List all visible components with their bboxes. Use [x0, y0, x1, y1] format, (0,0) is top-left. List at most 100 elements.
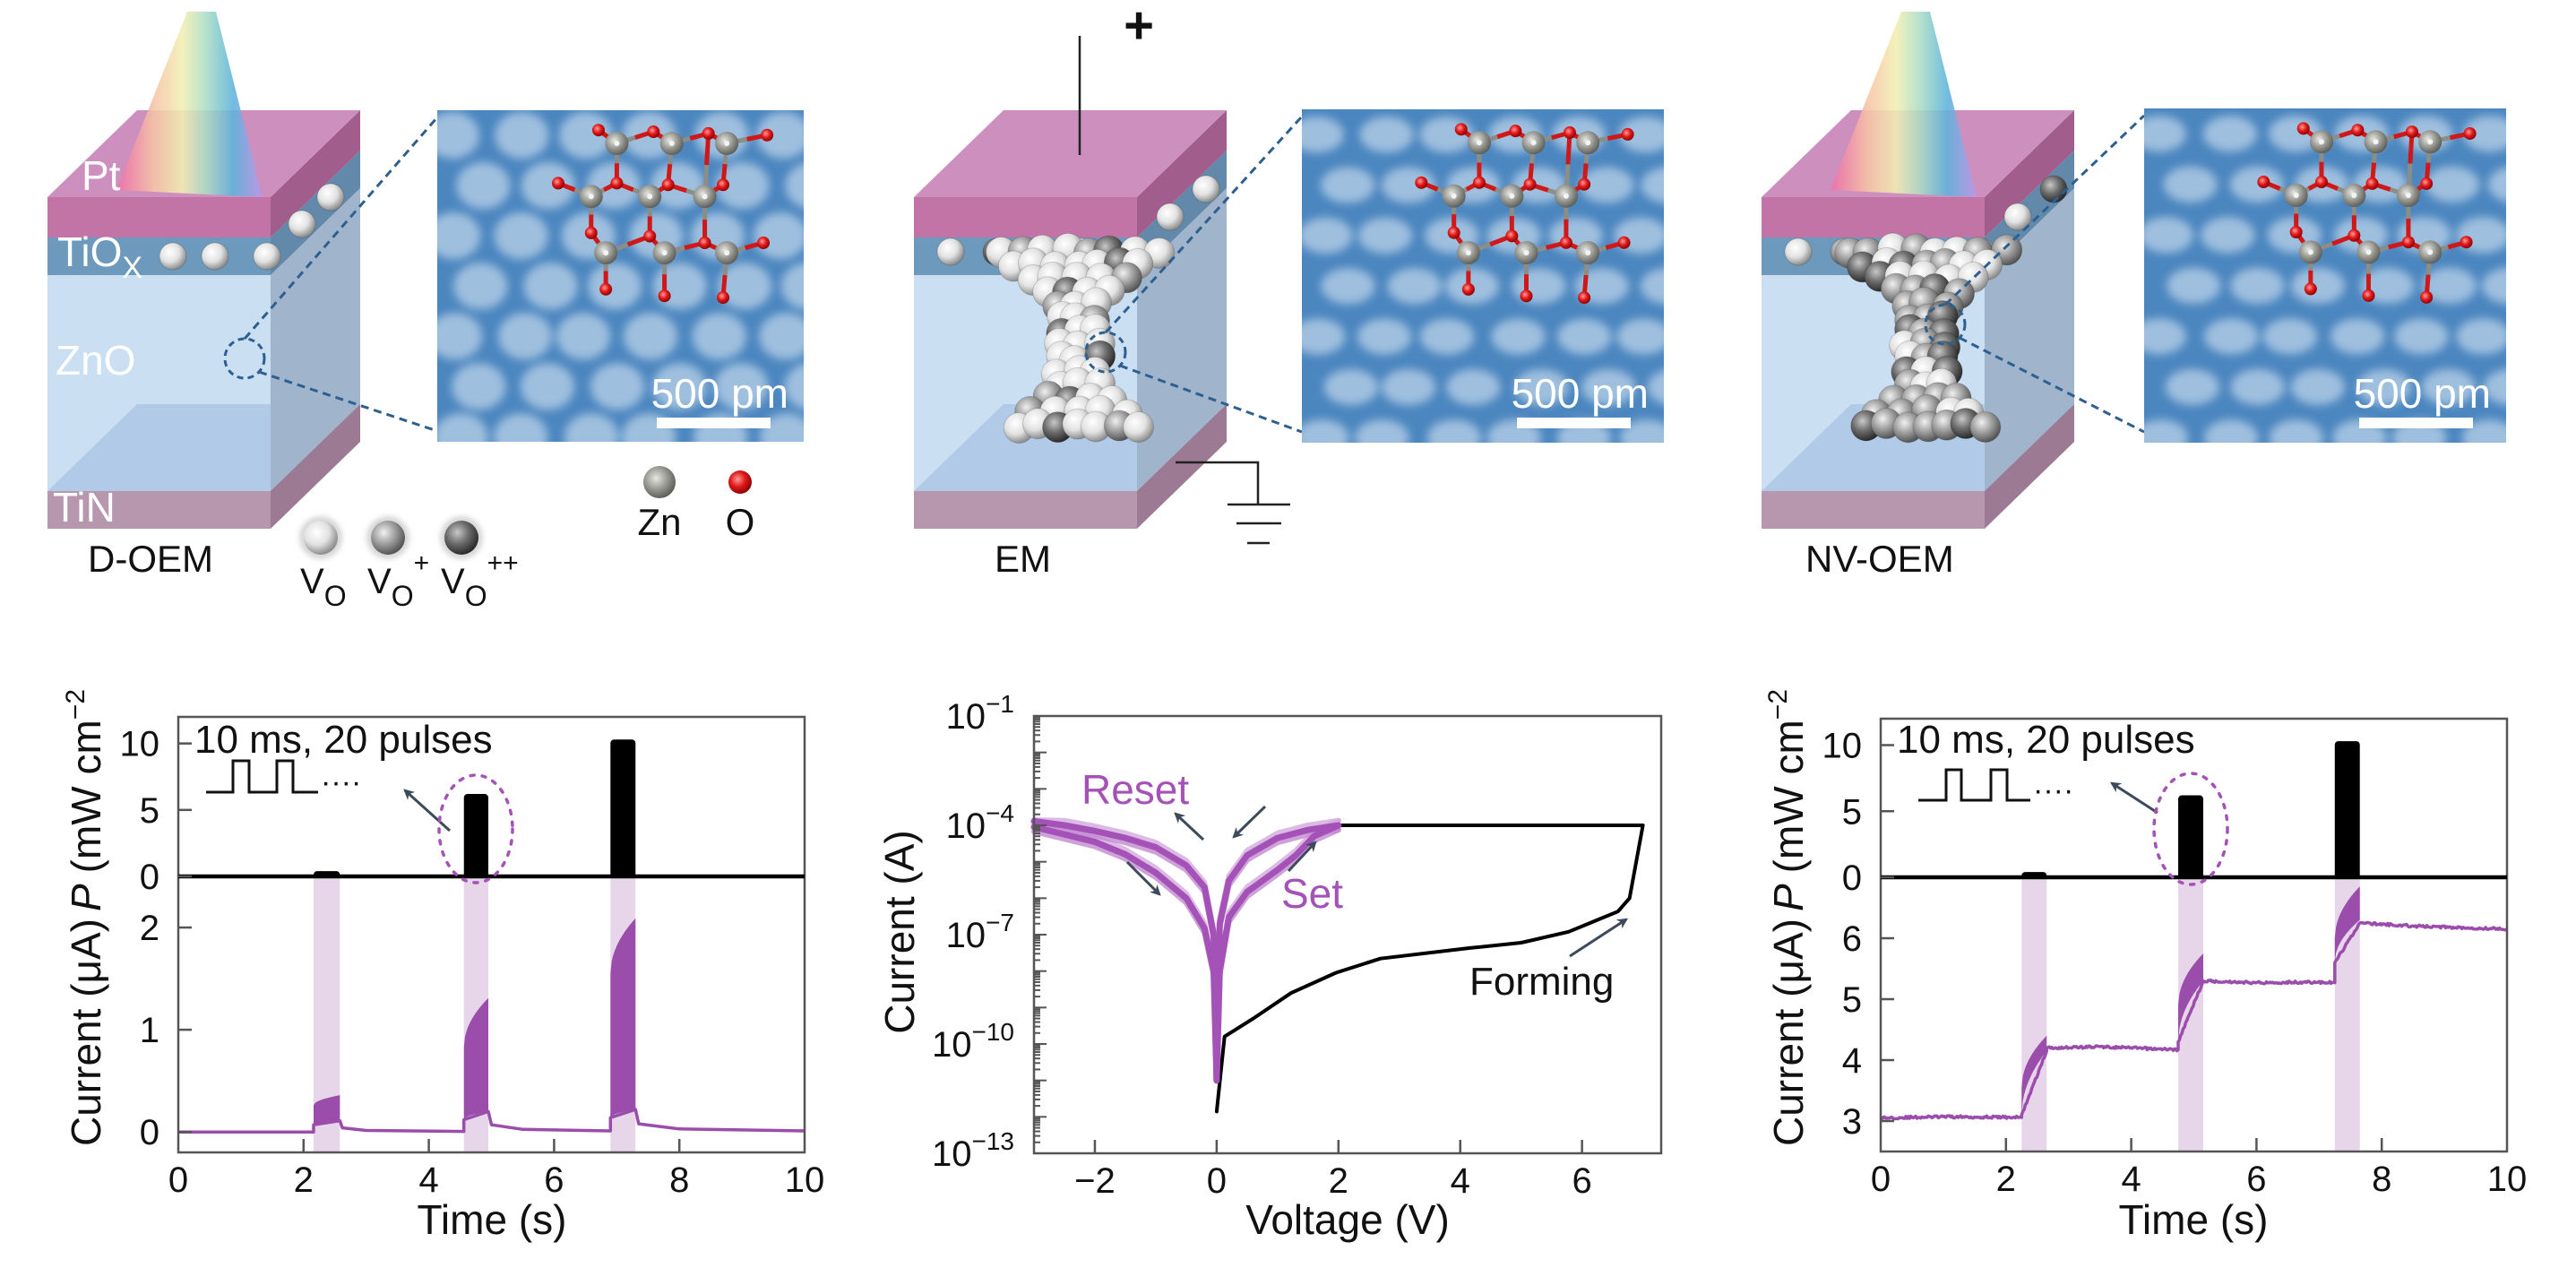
atomic-column: [1620, 419, 1664, 443]
atomic-column: [1514, 369, 1569, 405]
atomic-column: [2230, 368, 2285, 405]
reset-curve: [1030, 817, 1220, 1084]
unit: (mW cm: [63, 720, 109, 873]
y-tick-label-current: 6: [1842, 919, 1862, 959]
y-tick-label-current: 4: [1842, 1041, 1862, 1081]
o-atom: [610, 177, 624, 190]
o-atom: [2348, 229, 2361, 242]
atomic-column: [2291, 267, 2346, 304]
atomic-column: [780, 263, 804, 309]
atomic-column: [2144, 419, 2188, 443]
zoom-line: [1959, 336, 2145, 434]
atomic-column: [2330, 318, 2385, 355]
o-atom: [2296, 122, 2310, 135]
atomic-column: [2165, 368, 2219, 405]
y-tick-label-power: 0: [140, 858, 159, 897]
atomic-column: [2229, 166, 2284, 203]
o-atom: [2401, 236, 2415, 249]
highlight-ellipse: [2152, 772, 2229, 886]
y-tick-label: 10−1: [946, 690, 1014, 737]
annotation-set: Set: [1281, 870, 1343, 917]
atomic-column: [2144, 217, 2193, 254]
vacancy-legend-spheres: [299, 516, 483, 559]
o-atom: [698, 237, 711, 249]
atomic-column: [1426, 419, 1481, 443]
subscript: O: [465, 580, 487, 612]
o-atom: [658, 289, 671, 303]
y-tick-label: 10−13: [932, 1127, 1014, 1174]
x-tick-label: 8: [2372, 1160, 2391, 1199]
tick-base: 10: [946, 916, 986, 955]
zno-crystal-structure: [551, 124, 774, 305]
layer-label-tin: TiN: [53, 484, 116, 530]
vacancy-sphere: [1156, 203, 1185, 231]
zn-atom-highlight: [702, 194, 708, 200]
atomic-column: [1357, 217, 1412, 254]
current-trace: [1879, 920, 2508, 1121]
scale-bar: [1517, 418, 1631, 428]
annotation-reset: Reset: [1081, 766, 1189, 813]
o-atom: [2314, 176, 2328, 189]
y-tick-label-current: 1: [140, 1011, 159, 1050]
arrow-icon: [1232, 805, 1267, 839]
y-tick-label: 10−4: [946, 799, 1014, 846]
atomic-column: [2144, 116, 2186, 152]
atom-legend: Zn O: [637, 466, 754, 543]
x-axis-label: Voltage (V): [1245, 1196, 1450, 1243]
vacancy-sphere: [316, 183, 345, 211]
o-atom: [647, 125, 660, 139]
y-tick-label-power: 10: [120, 725, 160, 764]
scale-bar: [657, 418, 771, 428]
zn-atom-highlight: [1563, 193, 1569, 199]
atomic-column: [1302, 116, 1344, 153]
device-schematics: [47, 12, 2506, 529]
atomic-column: [1355, 419, 1409, 443]
x-tick-label: 2: [1996, 1160, 2016, 1199]
y-axis-label-current: Current (μA): [1765, 919, 1812, 1146]
atomic-column: [1618, 116, 1664, 153]
atomic-column: [652, 363, 707, 410]
device-stack-0: [47, 12, 439, 529]
legend-label-vo: VO: [300, 562, 347, 612]
symbol: P: [1765, 884, 1812, 911]
layer-label-pt: Pt: [82, 152, 121, 199]
bias-wire: +: [1078, 0, 1154, 155]
zn-atom-highlight: [2318, 139, 2324, 145]
pt-side-face: [1137, 110, 1227, 237]
y-tick-label-power: 0: [1842, 858, 1862, 898]
symbol: P: [63, 884, 109, 911]
atomic-column: [1302, 318, 1346, 355]
tiox-layer: [47, 237, 271, 275]
o-atom: [551, 177, 564, 190]
vacancy-sphere: [253, 242, 281, 271]
y-axis-label: Current (A): [876, 830, 923, 1033]
arrow-icon: [1287, 841, 1317, 873]
atomic-column: [785, 163, 804, 208]
atomic-column: [1647, 370, 1664, 404]
device-stack-1: [914, 110, 1304, 529]
pt-side-face: [271, 110, 360, 237]
atomic-column: [1419, 318, 1474, 355]
atomic-column: [715, 162, 770, 210]
panel-label-em: EM: [995, 538, 1051, 580]
micrograph-0: [437, 110, 804, 442]
atomic-column: [1581, 369, 1636, 405]
x-tick-label: 4: [2121, 1160, 2141, 1199]
symbol: V: [300, 562, 324, 601]
d-oem-layer-labels: Pt TiOX ZnO TiN: [53, 152, 142, 530]
direction-arrows: [1125, 805, 1629, 958]
atomic-column: [718, 263, 772, 310]
o-atom: [2351, 124, 2365, 137]
forming-curve: [1214, 824, 1645, 1114]
atomic-column: [753, 212, 804, 260]
atomic-column: [559, 112, 614, 160]
positive-terminal-label: +: [1124, 0, 1154, 55]
o-atom: [1523, 177, 1537, 191]
light-pulse-bar: [610, 739, 636, 878]
scale-bar-label: 500 pm: [1512, 370, 1649, 417]
micrograph-1: [1302, 109, 1664, 443]
y-tick-label-power: 5: [140, 791, 159, 831]
zoom-line: [258, 370, 438, 433]
atomic-column: [760, 413, 804, 442]
